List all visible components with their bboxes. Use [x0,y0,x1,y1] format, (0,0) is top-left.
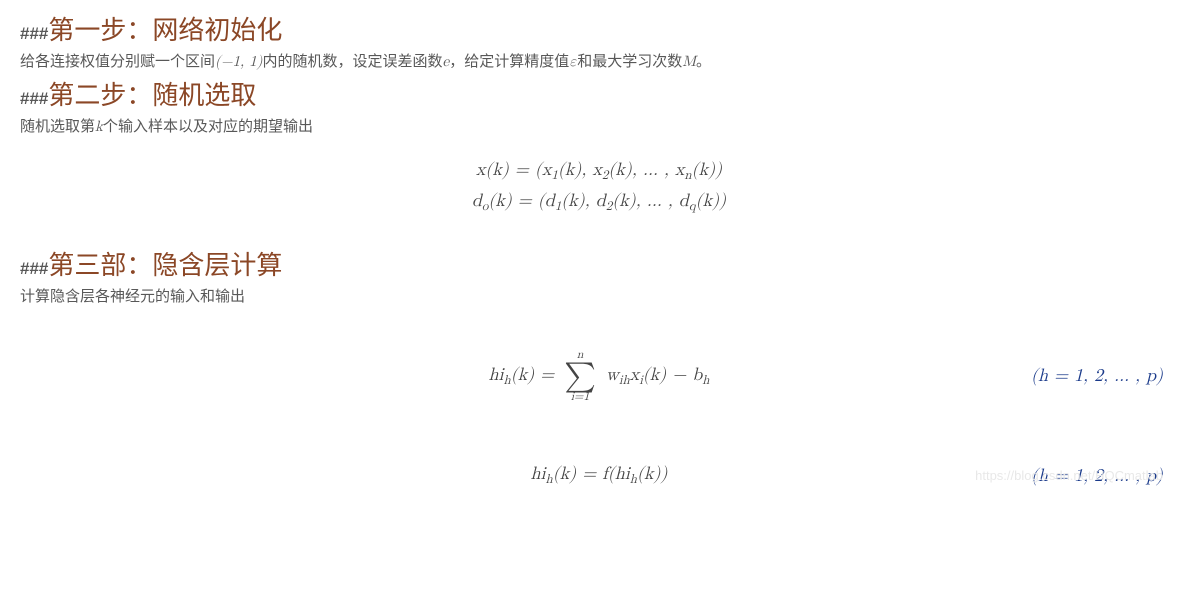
eq-dok-a: d [472,192,482,210]
step1-title: 第一步：网络初始化 [48,15,282,45]
sigma: ∑ [564,361,596,391]
step2-text-a: 随机选取第 [20,118,95,135]
step1-text-d: 和最大学习次数 [577,53,682,70]
eq-dok-sq: q [689,200,696,213]
w: w [606,366,619,384]
step1-text-c: ，给定计算精度值 [449,53,569,70]
sum-bot: i=1 [564,391,596,403]
eq-dok-c: (k), d [561,192,606,210]
step1-interval: (−1, 1) [215,54,263,69]
eq-dok: do(k) = (d1(k), d2(k), … , dq(k)) [20,190,1178,215]
var-k: k [95,119,103,134]
step1-text-e: 。 [696,53,711,70]
rest-k: (k) − b [643,366,702,384]
eq-xk: x(k) = (x1(k), x2(k), … , xn(k)) [20,159,1178,184]
eq-number-1: (h = 1, 2, … , p) [1031,365,1163,387]
eqB-mid: (k) = f(hi [553,465,630,483]
step1-text-a: 给各连接权值分别赋一个区间 [20,53,215,70]
eq-dok-e: (k)) [696,192,727,210]
hash-prefix-3: ### [20,259,48,278]
eq-xk-d: (k)) [692,161,723,179]
eq-hi-sum: hih(k) = n∑i=1 wihxi(k) − bh [20,349,1178,403]
var-M: M [682,54,696,69]
step1-paragraph: 给各连接权值分别赋一个区间(−1, 1)内的随机数，设定误差函数e，给定计算精度… [20,49,1178,75]
eqB-end: (k)) [637,465,668,483]
step2-paragraph: 随机选取第k个输入样本以及对应的期望输出 [20,114,1178,140]
hash-prefix: ### [20,24,48,43]
eqB-lhs: hi [531,465,546,483]
step1-text-b: 内的随机数，设定误差函数 [263,53,443,70]
xi: x [630,366,640,384]
hash-prefix-2: ### [20,89,48,108]
eq-xk-sn: n [684,169,691,182]
eqA-subh: h [504,374,511,387]
watermark: https://blog.csdn.net/HQCmatlab [975,468,1163,483]
eqA-k: (k) = [511,366,560,384]
eq-xk-a: x(k) = (x [476,161,551,179]
eq-xk-c: (k), … , x [608,161,684,179]
b-sub: h [702,374,709,387]
eqB-subh: h [546,473,553,486]
step3-paragraph: 计算隐含层各神经元的输入和输出 [20,284,1178,310]
eq-dok-d: (k), … , d [612,192,689,210]
step2-text-b: 个输入样本以及对应的期望输出 [103,118,313,135]
eq-xk-b: (k), x [558,161,602,179]
eq-dok-b: (k) = (d [488,192,554,210]
w-sub: ih [619,374,630,387]
eqA-lhs: hi [489,366,504,384]
step2-title: 第二步：随机选取 [48,80,256,110]
sum-symbol: n∑i=1 [564,349,596,403]
sum-top: n [564,349,596,361]
eq-hi-sum-row: hih(k) = n∑i=1 wihxi(k) − bh (h = 1, 2, … [20,349,1178,403]
step3-title: 第三部：隐含层计算 [48,250,282,280]
eqB-subh2: h [630,473,637,486]
